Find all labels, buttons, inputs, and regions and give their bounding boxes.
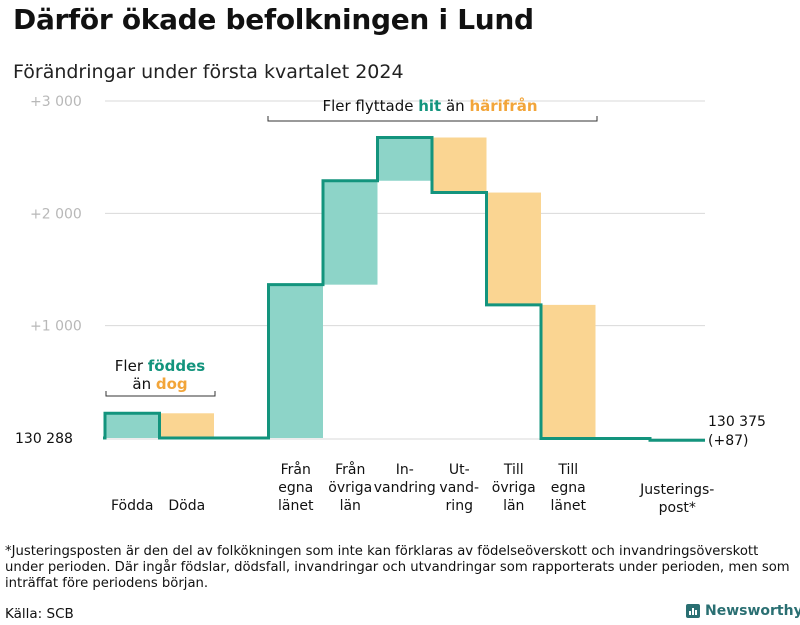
category-label: Till övriga län (492, 462, 536, 514)
births-annotation-line1: Fler föddes (115, 357, 205, 375)
category-label: Till egna länet (551, 462, 587, 514)
end-change-label: (+87) (708, 433, 748, 449)
category-label: Från övriga län (328, 461, 372, 514)
y-tick-label: +2 000 (30, 206, 82, 222)
y-tick-label: +1 000 (30, 319, 82, 335)
category-label: Födda (111, 498, 153, 514)
waterfall-bar (324, 180, 378, 285)
waterfall-bar (378, 137, 432, 181)
level-line (103, 136, 705, 442)
brand-logo: Newsworthy (686, 603, 800, 619)
waterfall-bar (542, 304, 596, 439)
category-label: Från egna länet (278, 461, 314, 514)
newsworthy-logo-icon (686, 604, 700, 618)
category-label: Döda (168, 498, 205, 514)
births-annotation-line2: än dog (132, 375, 187, 393)
footnote: *Justeringsposten är den del av folkökni… (5, 544, 790, 591)
waterfall-bar (487, 192, 541, 305)
end-value-label: 130 375 (708, 414, 766, 430)
source-label: Källa: SCB (5, 606, 74, 622)
moves-annotation: Fler flyttade hit än härifrån (322, 97, 537, 115)
chart-subtitle: Förändringar under första kvartalet 2024 (13, 61, 404, 83)
category-label: In-vandring (374, 462, 436, 496)
chart-title: Därför ökade befolkningen i Lund (13, 3, 534, 36)
waterfall-bar (433, 137, 487, 193)
moves-bracket (267, 116, 598, 122)
births-bracket (105, 391, 216, 397)
waterfall-bar (269, 284, 323, 438)
y-tick-label: +3 000 (30, 94, 82, 110)
category-label: Ut-vand-ring (439, 462, 479, 514)
category-label: Justerings-post* (639, 482, 714, 516)
start-value-label: 130 288 (15, 431, 73, 447)
waterfall-bar (160, 413, 214, 438)
brand-name: Newsworthy (705, 603, 800, 619)
waterfall-bar (106, 413, 160, 438)
